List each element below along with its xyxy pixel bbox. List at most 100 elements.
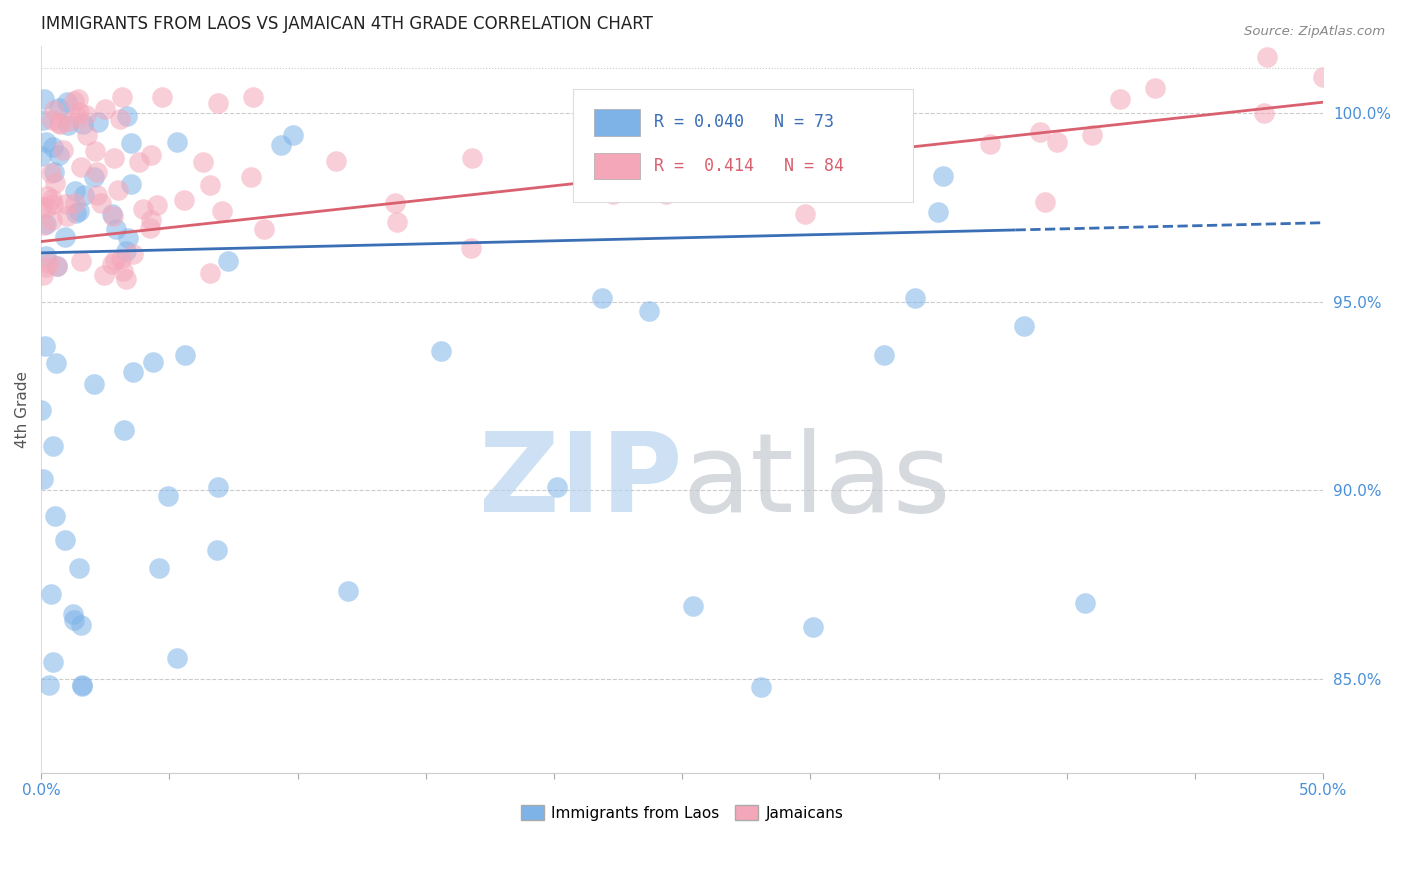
Point bbox=[655, 187, 678, 202]
Point bbox=[31, 200, 53, 214]
Point bbox=[59, 114, 82, 128]
Point bbox=[122, 247, 145, 261]
Point bbox=[207, 96, 229, 111]
Legend: Immigrants from Laos, Jamaicans: Immigrants from Laos, Jamaicans bbox=[515, 798, 849, 827]
Point bbox=[30, 402, 52, 417]
Point bbox=[115, 109, 138, 123]
Point bbox=[460, 151, 482, 165]
Point bbox=[148, 561, 170, 575]
Point bbox=[105, 222, 128, 236]
Point bbox=[173, 348, 195, 362]
Point bbox=[128, 155, 150, 169]
Point bbox=[90, 196, 112, 211]
Point bbox=[122, 366, 145, 380]
Point bbox=[110, 89, 132, 103]
Point bbox=[35, 217, 58, 231]
Point bbox=[32, 472, 55, 486]
Point bbox=[146, 198, 169, 212]
Point bbox=[66, 92, 89, 106]
Point bbox=[38, 256, 60, 270]
Point bbox=[325, 154, 347, 169]
Point bbox=[39, 587, 62, 601]
Point bbox=[52, 143, 75, 157]
Point bbox=[1312, 70, 1334, 84]
Point bbox=[1012, 319, 1035, 334]
Point bbox=[45, 356, 67, 370]
Point bbox=[73, 187, 96, 202]
Point bbox=[789, 108, 811, 122]
Point bbox=[1045, 135, 1067, 149]
Point bbox=[108, 112, 131, 126]
Point bbox=[55, 533, 77, 547]
Point bbox=[927, 205, 949, 219]
Point bbox=[104, 253, 127, 268]
Point bbox=[1253, 106, 1275, 120]
Point bbox=[120, 178, 142, 192]
Point bbox=[205, 542, 228, 557]
Point bbox=[34, 339, 56, 353]
Point bbox=[32, 268, 55, 282]
Point bbox=[48, 116, 70, 130]
Point bbox=[83, 377, 105, 392]
Point bbox=[42, 655, 65, 669]
Point bbox=[387, 214, 409, 228]
Point bbox=[70, 678, 93, 692]
Point bbox=[191, 154, 214, 169]
Point bbox=[979, 136, 1001, 151]
Point bbox=[67, 111, 90, 125]
Point bbox=[1033, 194, 1056, 209]
Point bbox=[86, 188, 108, 202]
Point bbox=[32, 219, 55, 233]
Point bbox=[336, 584, 359, 599]
Point bbox=[1256, 50, 1278, 64]
Point bbox=[48, 148, 70, 162]
Point bbox=[602, 186, 624, 201]
Point bbox=[76, 128, 98, 142]
Point bbox=[46, 259, 69, 273]
Point bbox=[132, 202, 155, 216]
Point bbox=[638, 304, 661, 318]
Point bbox=[55, 209, 77, 223]
Point bbox=[34, 260, 56, 275]
Point bbox=[430, 343, 453, 358]
Point bbox=[270, 137, 292, 152]
Point bbox=[1109, 92, 1132, 106]
Point bbox=[67, 561, 90, 575]
Point bbox=[35, 135, 58, 149]
Point bbox=[67, 104, 90, 119]
Point bbox=[253, 222, 276, 236]
Point bbox=[42, 439, 65, 453]
Point bbox=[101, 257, 124, 271]
Point bbox=[207, 480, 229, 494]
Point bbox=[84, 144, 107, 158]
Point bbox=[67, 204, 90, 219]
Point bbox=[166, 136, 188, 150]
Point bbox=[103, 151, 125, 165]
Point bbox=[72, 117, 94, 131]
Point bbox=[114, 244, 136, 258]
Point bbox=[48, 102, 70, 116]
Point bbox=[41, 112, 63, 127]
Point bbox=[1073, 596, 1095, 610]
Point bbox=[70, 254, 93, 268]
Point bbox=[42, 164, 65, 178]
Point bbox=[55, 197, 77, 211]
Text: ZIP: ZIP bbox=[479, 428, 682, 535]
Point bbox=[107, 183, 129, 197]
Point bbox=[166, 651, 188, 665]
Text: IMMIGRANTS FROM LAOS VS JAMAICAN 4TH GRADE CORRELATION CHART: IMMIGRANTS FROM LAOS VS JAMAICAN 4TH GRA… bbox=[41, 15, 652, 33]
Point bbox=[749, 680, 772, 694]
Point bbox=[120, 136, 142, 150]
Point bbox=[87, 115, 110, 129]
Point bbox=[139, 148, 162, 162]
Point bbox=[173, 193, 195, 207]
Point bbox=[384, 196, 406, 211]
Point bbox=[932, 169, 955, 183]
Point bbox=[156, 489, 179, 503]
Point bbox=[62, 607, 84, 622]
Point bbox=[69, 161, 91, 175]
Point bbox=[139, 221, 162, 235]
Point bbox=[32, 92, 55, 106]
Point bbox=[44, 176, 66, 190]
Y-axis label: 4th Grade: 4th Grade bbox=[15, 371, 30, 448]
